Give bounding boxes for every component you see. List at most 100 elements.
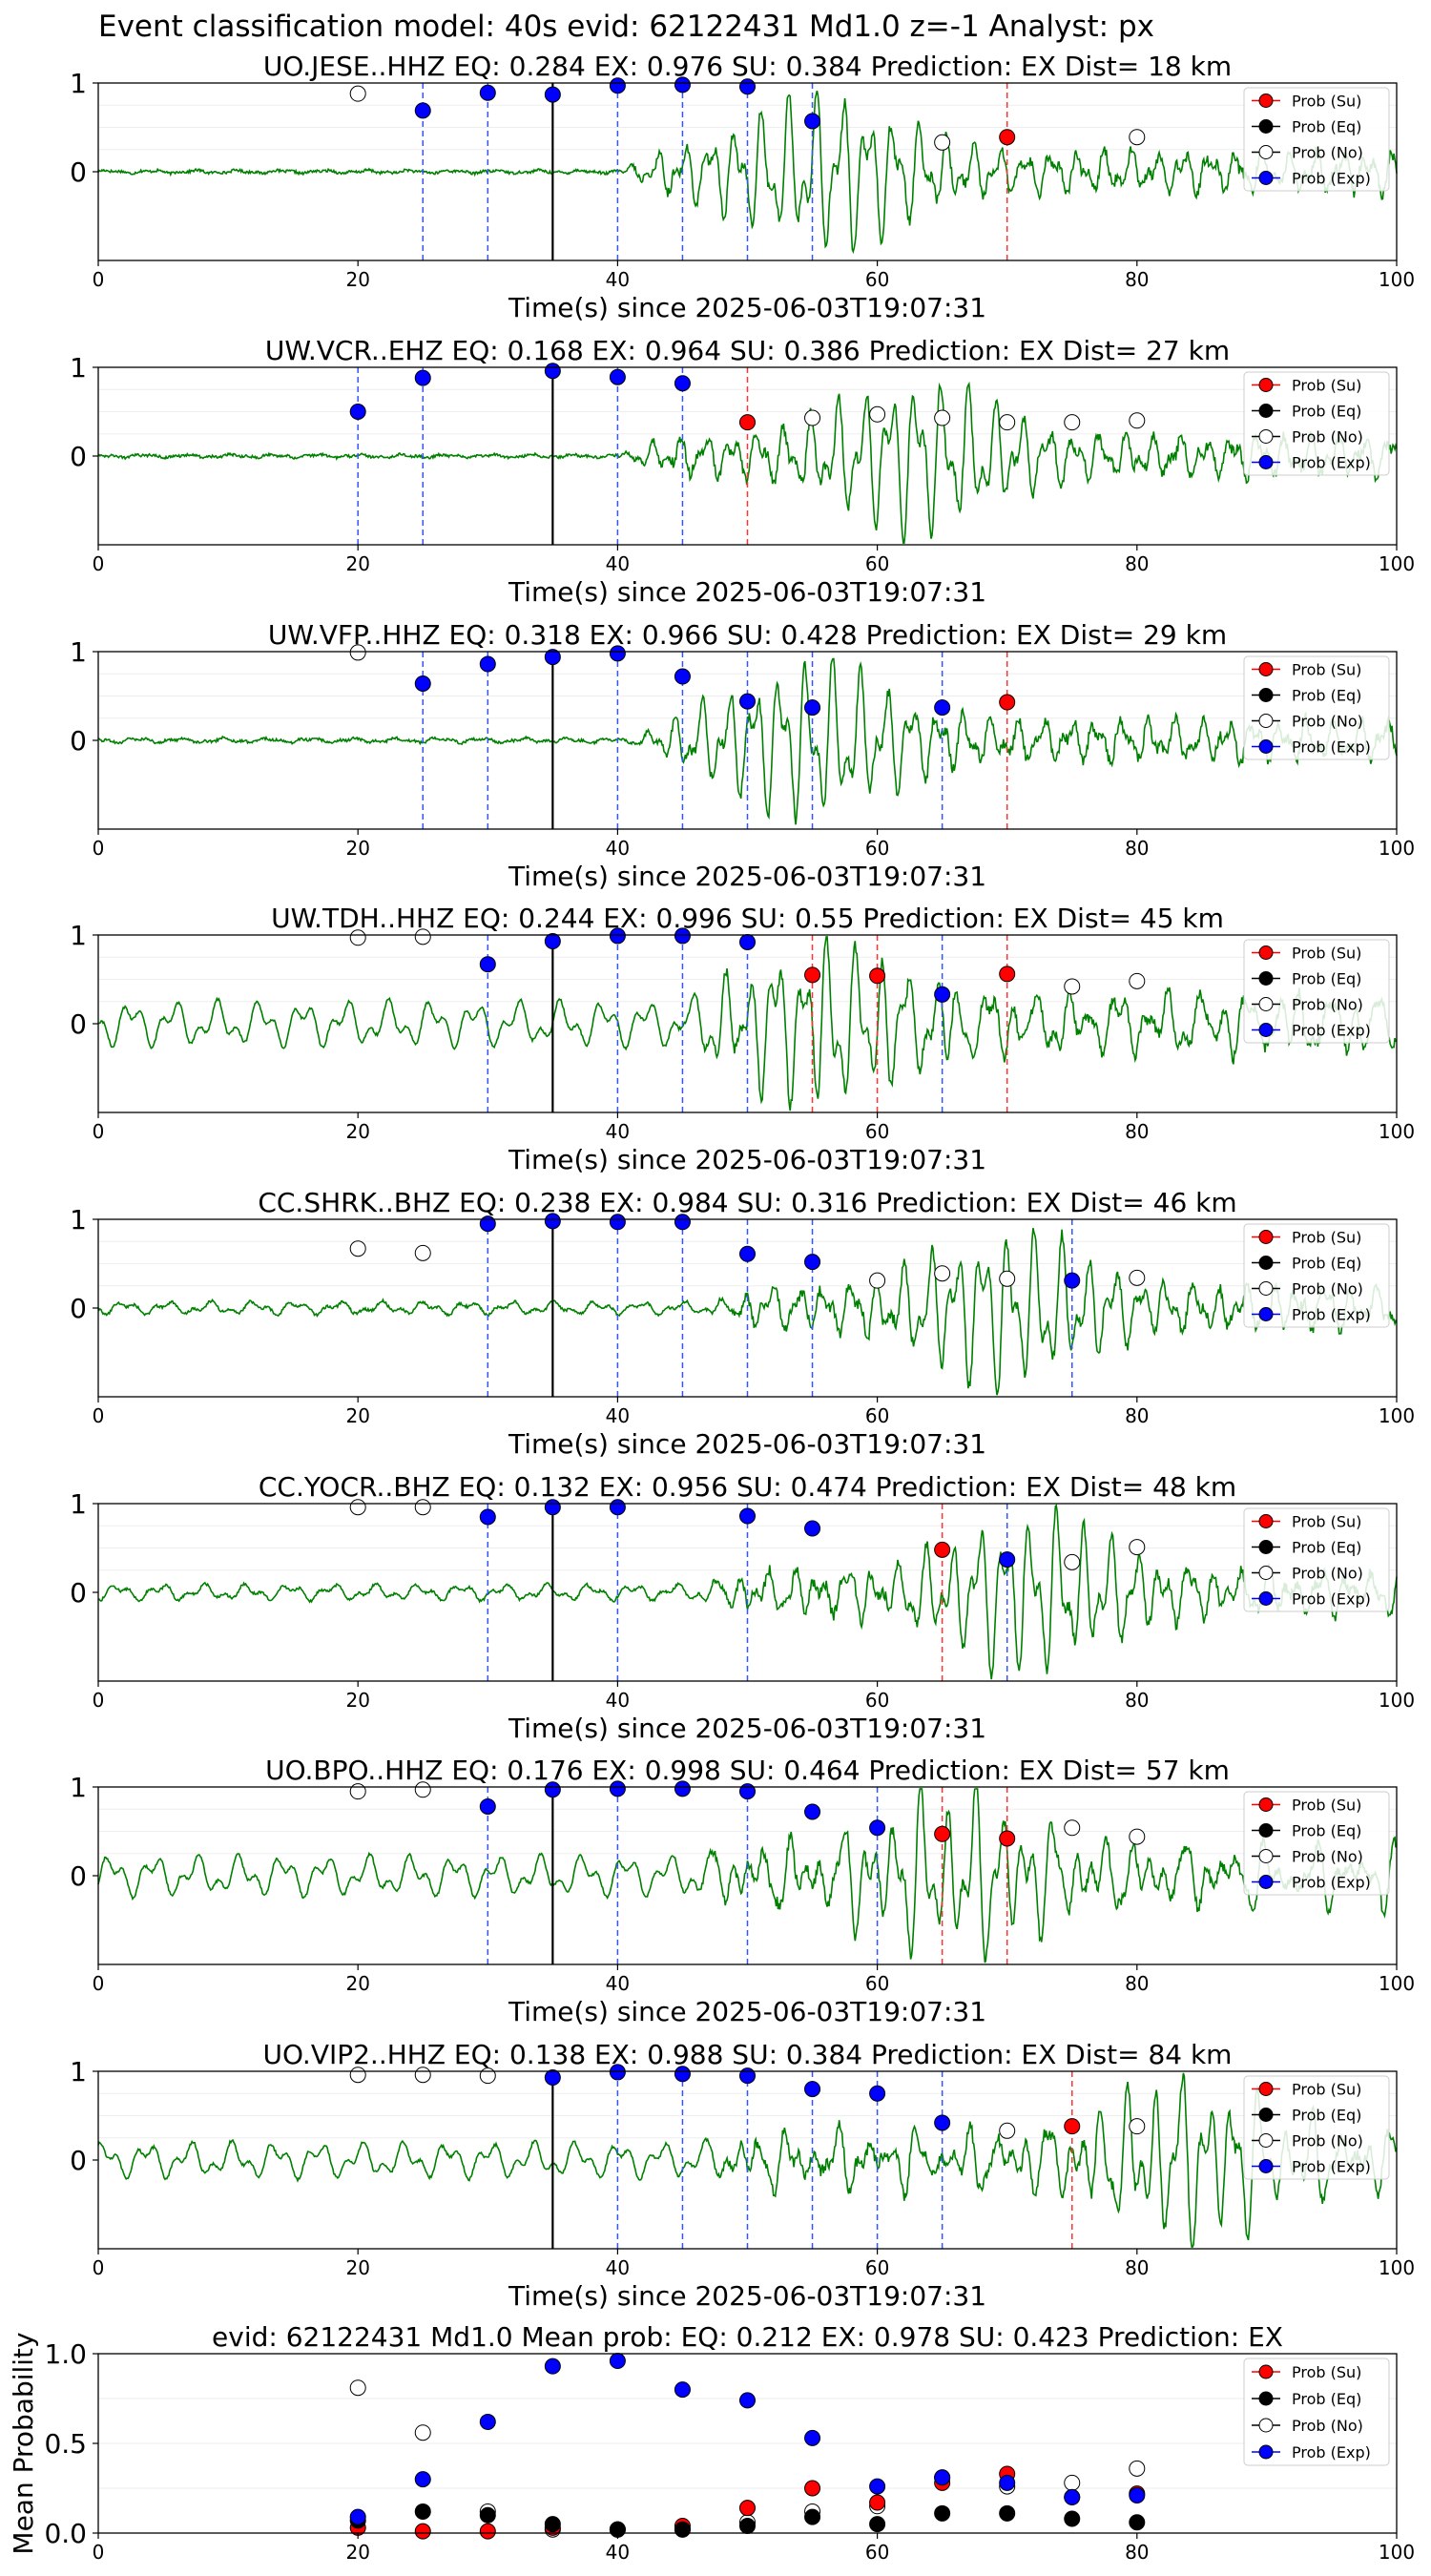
x-tick-label: 60 bbox=[865, 2541, 889, 2564]
legend-label-no: Prob (No) bbox=[1292, 428, 1363, 447]
panel-title: UW.VFP..HHZ EQ: 0.318 EX: 0.966 SU: 0.42… bbox=[268, 619, 1227, 651]
legend-marker-su bbox=[1258, 378, 1274, 392]
mean-exp-point bbox=[1064, 2488, 1081, 2505]
legend-label-su: Prob (Su) bbox=[1292, 661, 1361, 679]
y-tick-label: 1 bbox=[70, 1204, 87, 1236]
panel-uo-jese--hhz: UO.JESE..HHZ EQ: 0.284 EX: 0.976 SU: 0.3… bbox=[70, 51, 1415, 323]
legend-box bbox=[1243, 2358, 1390, 2466]
x-tick-label: 100 bbox=[1379, 837, 1415, 860]
x-axis-label: Time(s) since 2025-06-03T19:07:31 bbox=[508, 292, 986, 323]
prob-exp-point bbox=[479, 1508, 496, 1526]
x-tick-label: 80 bbox=[1125, 268, 1149, 291]
x-axis-label: Time(s) since 2025-06-03T19:07:31 bbox=[508, 1144, 986, 1175]
prob-no-point bbox=[414, 1781, 431, 1798]
mean-su-point bbox=[739, 2500, 756, 2517]
legend-marker-no bbox=[1258, 2418, 1274, 2433]
prob-no-point bbox=[1129, 129, 1146, 146]
legend-item-no: Prob (No) bbox=[1252, 996, 1363, 1014]
panel-cc-shrk--bhz: CC.SHRK..BHZ EQ: 0.238 EX: 0.984 SU: 0.3… bbox=[70, 1187, 1415, 1460]
legend-item-eq: Prob (Eq) bbox=[1252, 1255, 1361, 1273]
prob-no-point bbox=[1064, 1553, 1081, 1570]
prob-exp-point bbox=[739, 1783, 756, 1800]
legend-marker-su bbox=[1258, 2082, 1274, 2096]
legend-item-no: Prob (No) bbox=[1252, 1848, 1363, 1866]
prob-no-point bbox=[349, 929, 366, 946]
legend-box bbox=[1243, 87, 1390, 192]
legend-item-su: Prob (Su) bbox=[1252, 2363, 1361, 2381]
legend-item-eq: Prob (Eq) bbox=[1252, 1822, 1361, 1840]
x-tick-label: 20 bbox=[345, 1972, 369, 1995]
prob-no-point bbox=[414, 928, 431, 945]
prob-exp-point bbox=[674, 1780, 691, 1797]
prob-exp-point bbox=[869, 1819, 886, 1837]
prob-exp-point bbox=[479, 956, 496, 973]
legend-item-exp: Prob (Exp) bbox=[1252, 1306, 1371, 1324]
mean-exp-point bbox=[1129, 2487, 1146, 2504]
x-tick-label: 100 bbox=[1379, 2541, 1415, 2564]
x-tick-label: 0 bbox=[93, 1404, 105, 1427]
mean-su-point bbox=[869, 2494, 886, 2511]
x-tick-label: 100 bbox=[1379, 552, 1415, 575]
mean-no-point bbox=[1129, 2460, 1146, 2477]
prob-no-point bbox=[349, 2067, 366, 2084]
panel-title: UW.TDH..HHZ EQ: 0.244 EX: 0.996 SU: 0.55… bbox=[271, 903, 1224, 934]
legend-label-no: Prob (No) bbox=[1292, 144, 1363, 162]
legend-box bbox=[1243, 2075, 1390, 2180]
prob-exp-point bbox=[804, 113, 821, 130]
prob-no-point bbox=[414, 1244, 431, 1261]
legend-marker-eq bbox=[1258, 1540, 1274, 1554]
mean-eq-point bbox=[934, 2504, 951, 2522]
prob-exp-point bbox=[349, 404, 366, 420]
legend-box bbox=[1243, 939, 1390, 1044]
x-tick-label: 0 bbox=[93, 2541, 105, 2564]
x-tick-label: 60 bbox=[865, 552, 889, 575]
x-tick-label: 20 bbox=[345, 2256, 369, 2279]
mean-exp-point bbox=[414, 2471, 431, 2488]
legend-box bbox=[1243, 1507, 1390, 1612]
mean-su-point bbox=[804, 2480, 821, 2497]
mean-exp-point bbox=[479, 2413, 496, 2430]
x-tick-label: 80 bbox=[1125, 1120, 1149, 1143]
legend-box bbox=[1243, 371, 1390, 476]
waveform-trace bbox=[97, 1788, 1398, 1963]
prob-exp-point bbox=[674, 2066, 691, 2083]
panel-title: UO.JESE..HHZ EQ: 0.284 EX: 0.976 SU: 0.3… bbox=[263, 51, 1232, 82]
prob-exp-point bbox=[544, 649, 561, 666]
x-tick-label: 100 bbox=[1379, 1404, 1415, 1427]
mean-eq-point bbox=[1129, 2514, 1146, 2531]
legend-label-eq: Prob (Eq) bbox=[1292, 970, 1361, 988]
x-tick-label: 20 bbox=[345, 837, 369, 860]
prob-no-point bbox=[1064, 978, 1081, 995]
mean-eq-point bbox=[414, 2503, 431, 2520]
prob-exp-point bbox=[739, 2067, 756, 2085]
prob-exp-point bbox=[609, 368, 626, 385]
y-tick-label: 0 bbox=[70, 1293, 87, 1324]
legend-label-exp: Prob (Exp) bbox=[1292, 1306, 1371, 1324]
x-tick-label: 80 bbox=[1125, 552, 1149, 575]
y-tick-label: 0 bbox=[70, 2145, 87, 2176]
legend-marker-exp bbox=[1258, 739, 1274, 754]
prob-exp-point bbox=[739, 1507, 756, 1525]
x-tick-label: 80 bbox=[1125, 837, 1149, 860]
legend-marker-exp bbox=[1258, 1307, 1274, 1321]
legend-label-exp: Prob (Exp) bbox=[1292, 2443, 1371, 2462]
legend-label-no: Prob (No) bbox=[1292, 1280, 1363, 1298]
x-tick-label: 100 bbox=[1379, 1120, 1415, 1143]
waveform-trace bbox=[97, 657, 1398, 825]
legend-item-no: Prob (No) bbox=[1252, 1565, 1363, 1583]
mean-exp-point bbox=[674, 2381, 691, 2399]
legend-item-exp: Prob (Exp) bbox=[1252, 454, 1371, 472]
prob-no-point bbox=[349, 85, 366, 102]
panel-mean-probability: evid: 62122431 Md1.0 Mean prob: EQ: 0.21… bbox=[8, 2321, 1415, 2564]
x-tick-label: 40 bbox=[606, 837, 630, 860]
y-tick-label: 1 bbox=[70, 68, 87, 99]
waveform-trace bbox=[97, 91, 1398, 255]
prob-exp-point bbox=[804, 1254, 821, 1271]
prob-exp-point bbox=[609, 2064, 626, 2081]
prob-exp-point bbox=[544, 1781, 561, 1798]
x-tick-label: 60 bbox=[865, 1689, 889, 1712]
legend-label-su: Prob (Su) bbox=[1292, 2081, 1361, 2099]
legend-marker-exp bbox=[1258, 2444, 1274, 2460]
prob-exp-point bbox=[1064, 1272, 1081, 1289]
